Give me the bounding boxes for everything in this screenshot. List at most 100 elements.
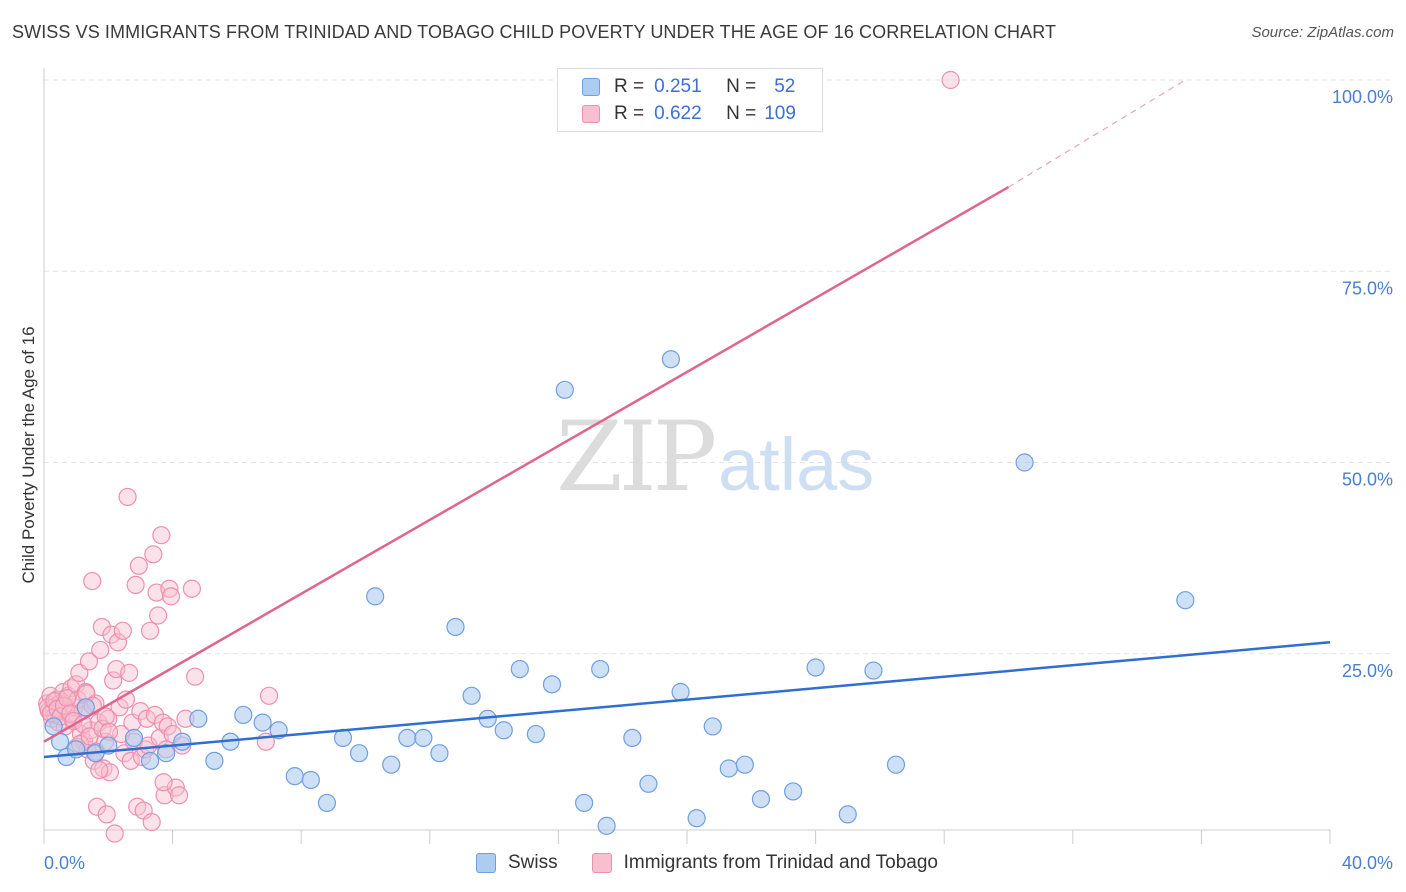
trinidad-point [160, 579, 179, 598]
legend-swiss-n: 52 [774, 76, 796, 97]
x-tick-label-end: 40.0% [1342, 853, 1393, 873]
watermark-zip: ZIP [556, 401, 715, 513]
trend-lines [43, 79, 1331, 759]
swiss-point [462, 686, 481, 705]
bottom-legend: Swiss Immigrants from Trinidad and Tobag… [476, 852, 972, 874]
swiss-point [542, 675, 562, 694]
swiss-point [1015, 453, 1034, 472]
swiss-point [751, 789, 771, 809]
legend-swatch-trinidad [582, 105, 600, 123]
swiss-trend-line [43, 641, 1331, 759]
y-tick-label: 75.0% [1342, 278, 1393, 298]
swiss-point [76, 698, 95, 717]
y-tick-label: 100.0% [1332, 87, 1393, 107]
swiss-point [555, 380, 574, 399]
trinidad-point [83, 571, 102, 591]
trinidad-point [149, 606, 168, 625]
y-tick-label: 50.0% [1342, 470, 1393, 490]
legend: R = 0.251 N = 52 R = 0.622 N = 109 [557, 68, 823, 132]
swiss-point [719, 759, 738, 778]
swiss-point [575, 793, 594, 813]
trinidad-point [105, 824, 124, 843]
trinidad-point [97, 805, 116, 824]
legend-swiss-r: 0.251 [654, 76, 702, 97]
swiss-point [703, 717, 722, 736]
trinidad-point [186, 667, 205, 686]
swiss-point [783, 782, 803, 801]
trinidad-point [104, 671, 123, 690]
y-tick-labels: 25.0% 50.0% 75.0% 100.0% [1332, 87, 1393, 681]
swiss-point [510, 659, 529, 679]
swiss-point [526, 724, 545, 744]
trinidad-point [90, 760, 109, 780]
swiss-point [671, 682, 690, 702]
trinidad-point [67, 675, 86, 694]
chart-title: SWISS VS IMMIGRANTS FROM TRINIDAD AND TO… [12, 22, 1057, 42]
x-ticks [43, 830, 1331, 844]
trinidad-point [108, 633, 128, 652]
bottom-legend-swiss-label: Swiss [508, 852, 558, 873]
bottom-legend-swiss: Swiss [476, 852, 558, 874]
swiss-point [124, 728, 144, 748]
swiss-point [349, 744, 369, 763]
y-tick-label: 25.0% [1342, 661, 1393, 681]
trinidad-point [182, 579, 201, 598]
swiss-point [157, 744, 176, 763]
watermark: ZIP atlas [556, 401, 874, 513]
trinidad-point [58, 689, 77, 708]
watermark-atlas: atlas [718, 423, 874, 506]
trinidad-point [169, 786, 189, 805]
trinidad-point [99, 709, 118, 728]
bottom-legend-swatch-swiss [476, 853, 496, 873]
trinidad-trend-line [43, 186, 1010, 743]
trinidad-point [126, 575, 145, 595]
swiss-point [886, 755, 906, 774]
bottom-legend-trinidad-label: Immigrants from Trinidad and Tobago [623, 852, 938, 873]
trinidad-point [129, 556, 148, 575]
swiss-point [285, 767, 304, 786]
swiss-point [806, 658, 825, 677]
trinidad-point [91, 640, 110, 660]
trinidad-point [152, 526, 171, 545]
trinidad-point [100, 763, 120, 782]
gridlines [44, 79, 1392, 655]
swiss-point [446, 617, 465, 637]
swiss-point [414, 728, 433, 748]
swiss-point [301, 770, 320, 790]
trinidad-point [142, 812, 161, 832]
swiss-point [494, 721, 513, 740]
legend-swiss-n-label: N = [726, 76, 757, 97]
trinidad-trend-extension [1008, 79, 1186, 188]
trinidad-point [140, 621, 160, 640]
swiss-point [661, 350, 681, 369]
swiss-point [864, 661, 883, 680]
swiss-point [366, 587, 385, 606]
swiss-point [173, 732, 192, 751]
trinidad-point [118, 487, 137, 507]
swiss-point [398, 728, 417, 748]
trinidad-point [941, 70, 960, 90]
trinidad-point [154, 773, 173, 792]
swiss-point [317, 793, 337, 813]
legend-row-swiss: R = 0.251 N = 52 [582, 74, 795, 100]
swiss-point [253, 713, 272, 732]
legend-trinidad-n: 109 [764, 103, 796, 124]
trinidad-point [259, 686, 279, 705]
trinidad-point [113, 621, 132, 640]
legend-swiss-r-label: R = [614, 76, 645, 97]
swiss-series [44, 350, 1195, 835]
swiss-point [597, 816, 616, 835]
legend-trinidad-r-label: R = [614, 103, 645, 124]
swiss-point [591, 659, 610, 679]
y-axis-label: Child Poverty Under the Age of 16 [19, 326, 38, 583]
trinidad-point [92, 617, 111, 637]
swiss-point [639, 774, 658, 793]
bottom-legend-swatch-trinidad [591, 853, 612, 873]
legend-swatch-swiss [582, 78, 600, 96]
bottom-legend-trinidad: Immigrants from Trinidad and Tobago [591, 852, 938, 874]
trinidad-point [121, 751, 140, 770]
swiss-point [382, 755, 401, 774]
swiss-point [623, 728, 642, 748]
swiss-point [189, 709, 208, 728]
legend-trinidad-n-label: N = [726, 103, 757, 124]
